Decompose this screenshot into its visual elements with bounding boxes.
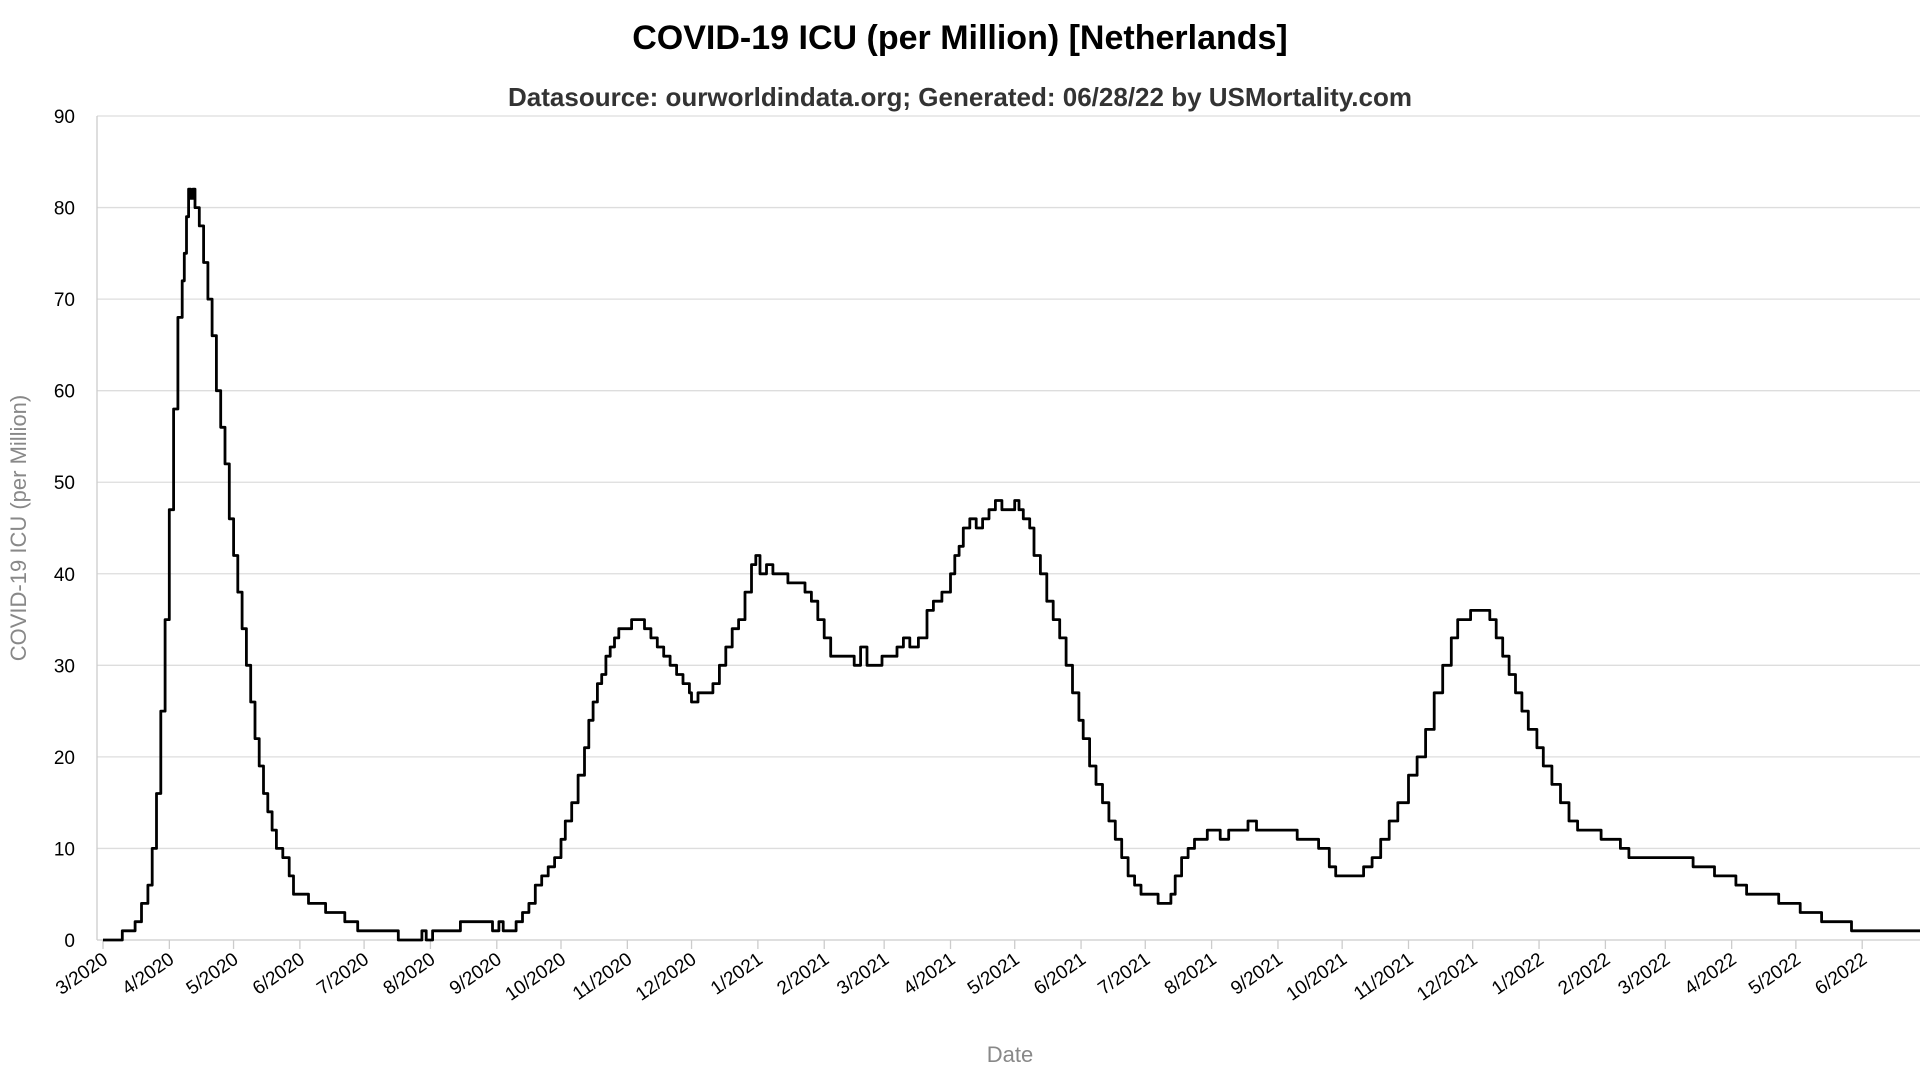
x-tick-label: 3/2022 <box>1615 949 1675 1000</box>
x-tick-label: 5/2022 <box>1745 949 1805 1000</box>
y-axis-title: COVID-19 ICU (per Million) <box>6 395 31 662</box>
gridlines <box>97 115 1920 850</box>
x-tick-label: 2/2021 <box>773 949 833 1000</box>
x-tick-label: 5/2020 <box>183 949 243 1000</box>
x-tick-label: 3/2020 <box>52 949 112 1000</box>
y-tick-label: 10 <box>54 839 75 860</box>
x-tick-label: 2/2022 <box>1555 949 1615 1000</box>
x-tick-label: 4/2020 <box>119 949 179 1000</box>
x-tick-label: 6/2020 <box>249 949 309 1000</box>
y-tick-label: 20 <box>54 748 75 769</box>
x-tick-label: 12/2021 <box>1413 949 1481 1006</box>
x-tick-label: 4/2022 <box>1681 949 1741 1000</box>
x-tick-label: 11/2021 <box>1350 949 1417 1005</box>
y-tick-label: 0 <box>64 931 75 952</box>
x-tick-label: 8/2020 <box>380 949 440 1000</box>
x-tick-label: 4/2021 <box>900 949 960 1000</box>
chart-title: COVID-19 ICU (per Million) [Netherlands] <box>632 19 1288 57</box>
x-tick-label: 3/2021 <box>833 949 893 1000</box>
series-line <box>103 187 1920 942</box>
x-tick-label: 11/2020 <box>569 949 636 1005</box>
x-tick-label: 10/2020 <box>502 949 570 1006</box>
x-tick-label: 12/2020 <box>632 949 700 1006</box>
x-axis-title: Date <box>987 1042 1033 1067</box>
x-tick-label: 5/2021 <box>964 949 1024 1000</box>
x-tick-label: 6/2021 <box>1030 949 1090 1000</box>
y-tick-label: 30 <box>54 656 75 677</box>
y-tick-label: 60 <box>54 382 75 403</box>
x-axis-ticks: 3/2020 4/2020 5/2020 6/2020 7/2020 8/2020 9/20… <box>52 940 1871 1005</box>
y-tick-label: 70 <box>54 290 75 311</box>
x-tick-label: 9/2021 <box>1227 949 1287 1000</box>
x-tick-label: 8/2021 <box>1161 949 1221 1000</box>
x-tick-label: 7/2020 <box>313 949 373 1000</box>
x-tick-label: 1/2022 <box>1488 949 1548 1000</box>
y-tick-label: 80 <box>54 199 75 220</box>
x-tick-label: 6/2022 <box>1811 949 1871 1000</box>
chart-subtitle: Datasource: ourworldindata.org; Generate… <box>508 82 1412 112</box>
x-tick-label: 10/2021 <box>1283 949 1351 1006</box>
x-tick-label: 1/2021 <box>707 949 767 1000</box>
x-tick-label: 9/2020 <box>446 949 506 1000</box>
x-tick-label: 7/2021 <box>1094 949 1154 1000</box>
y-tick-label: 40 <box>54 565 75 586</box>
y-axis-ticks: 0 10 20 30 40 50 60 70 80 90 <box>54 107 75 952</box>
y-tick-label: 90 <box>54 107 75 128</box>
y-tick-label: 50 <box>54 473 75 494</box>
